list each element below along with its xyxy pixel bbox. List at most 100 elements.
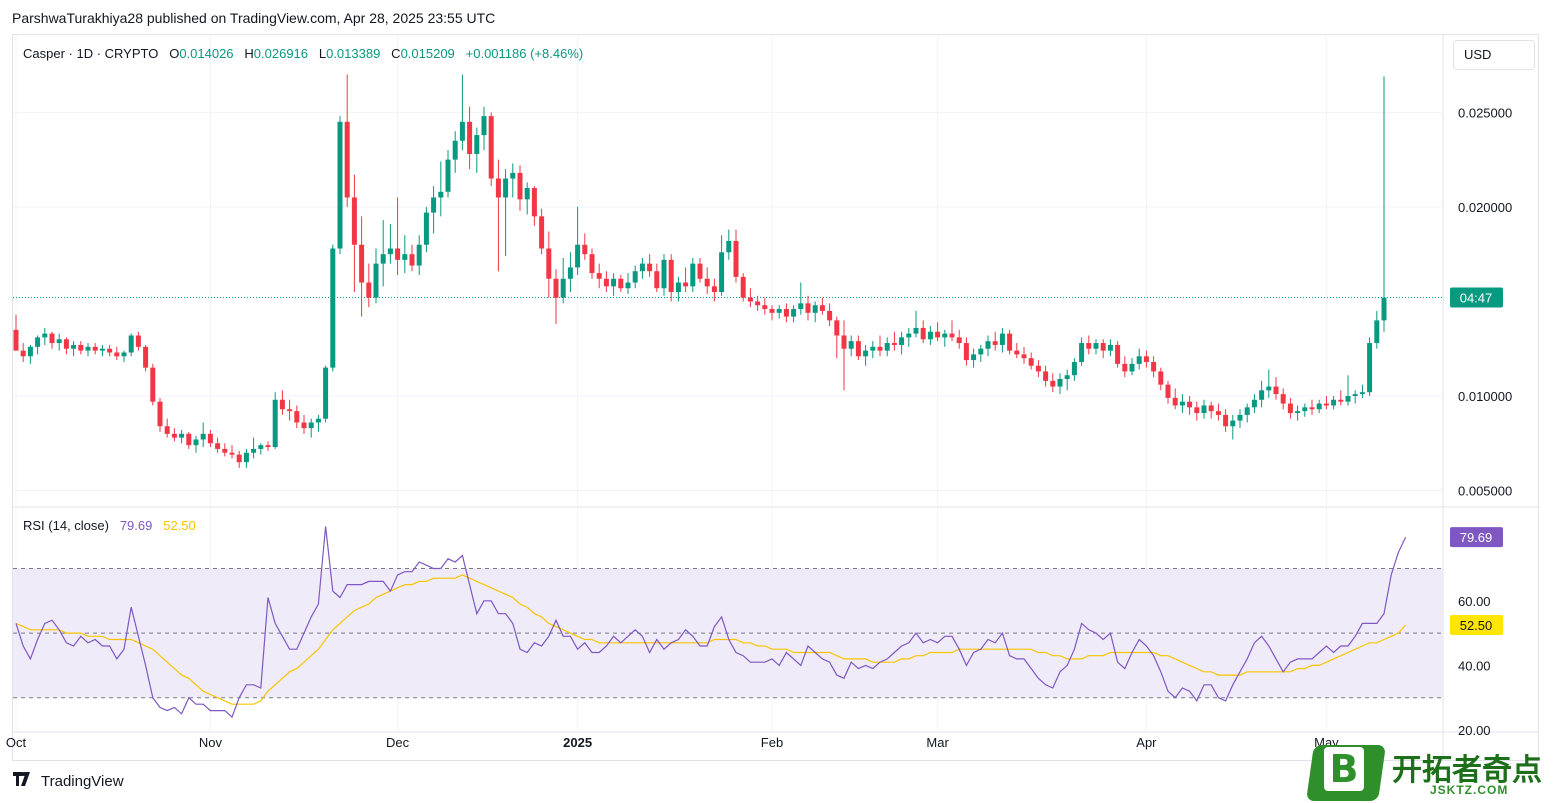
candle-body [1273,386,1279,395]
candle-body [1345,396,1351,402]
rsi-label[interactable]: RSI (14, close) [23,518,109,533]
candle-body [697,263,703,279]
candle [121,350,127,362]
candle-body [870,346,876,351]
candle-body [1079,343,1085,362]
rsi-tick-label: 60.00 [1458,594,1491,609]
x-tick-label: Dec [386,735,410,750]
candle-body [20,350,26,357]
candle-body [560,278,566,298]
candle-body [215,443,221,449]
candle-body [1201,405,1207,414]
candle [524,182,530,215]
candle [1338,390,1344,406]
candle [956,329,962,349]
candle [747,288,753,308]
candle [272,392,278,449]
candle [128,333,134,357]
candle [337,116,343,255]
candle [445,150,451,198]
brand-name: TradingView [41,772,124,790]
candle [711,278,717,302]
candle-body [157,401,163,427]
candle [157,397,163,432]
candle [495,159,501,272]
candle-body [1107,344,1113,351]
candle [438,161,444,217]
candle [150,363,156,406]
symbol-label[interactable]: Casper · 1D · CRYPTO [23,46,159,61]
candle [618,274,624,292]
candle [978,344,984,362]
candle [906,327,912,347]
candle-body [27,346,33,357]
candle [409,244,415,272]
currency-button[interactable]: USD [1453,40,1535,70]
candle [589,248,595,279]
candle [1179,394,1185,414]
candle [834,316,840,359]
candle [236,450,242,468]
candle-body [1014,350,1020,355]
candle-body [927,331,933,340]
candle-body [315,418,321,423]
candle-body [1359,392,1365,395]
candle [20,343,26,362]
candle [92,343,98,355]
candle [1331,396,1337,410]
candle-body [1374,320,1380,344]
candle [13,314,19,351]
candle-body [200,433,206,440]
candle-body [827,310,833,321]
candle [330,244,336,372]
high-label: H [244,46,254,61]
candle-body [762,305,768,310]
candle-body [1316,403,1322,410]
candle-body [683,282,689,287]
candle [855,335,861,361]
candle-body [1381,297,1387,321]
candle [279,390,285,415]
candle-body [229,452,235,455]
candle-body [1352,394,1358,396]
x-tick-label: Oct [6,735,27,750]
candle-body [978,348,984,355]
candle [783,303,789,323]
candle [920,320,926,344]
candle [135,331,141,351]
badge-layer: 04:47 79.69 52.50 [1450,287,1503,635]
candle [611,273,617,296]
candle [1323,396,1329,410]
rsi-tick-label: 20.00 [1458,723,1491,738]
candle [1071,358,1077,381]
candle-body [769,309,775,313]
candle-body [647,263,653,272]
candle-body [373,263,379,298]
candle [467,106,473,170]
candle [582,233,588,260]
candle-body [71,344,77,349]
candle-body [409,254,415,266]
candle [805,295,811,321]
low-label: L [318,46,327,61]
candle-body [1064,375,1070,379]
tradingview-logo[interactable]: TradingView [13,772,124,790]
candle [963,337,969,366]
candle-body [164,426,170,434]
candle-body [1338,399,1344,402]
candle-body [1057,378,1063,387]
candle [366,263,372,308]
candle-body [143,346,149,368]
candle [560,257,566,304]
candle [344,74,350,207]
candle-body [1165,384,1171,398]
candle [625,273,631,294]
candle-body [704,278,710,287]
candle-body [1129,363,1135,372]
candle-body [308,422,314,429]
candle [78,341,84,355]
candle [1381,76,1387,332]
candle-layer [13,74,1387,468]
x-tick-label: Feb [761,735,783,750]
